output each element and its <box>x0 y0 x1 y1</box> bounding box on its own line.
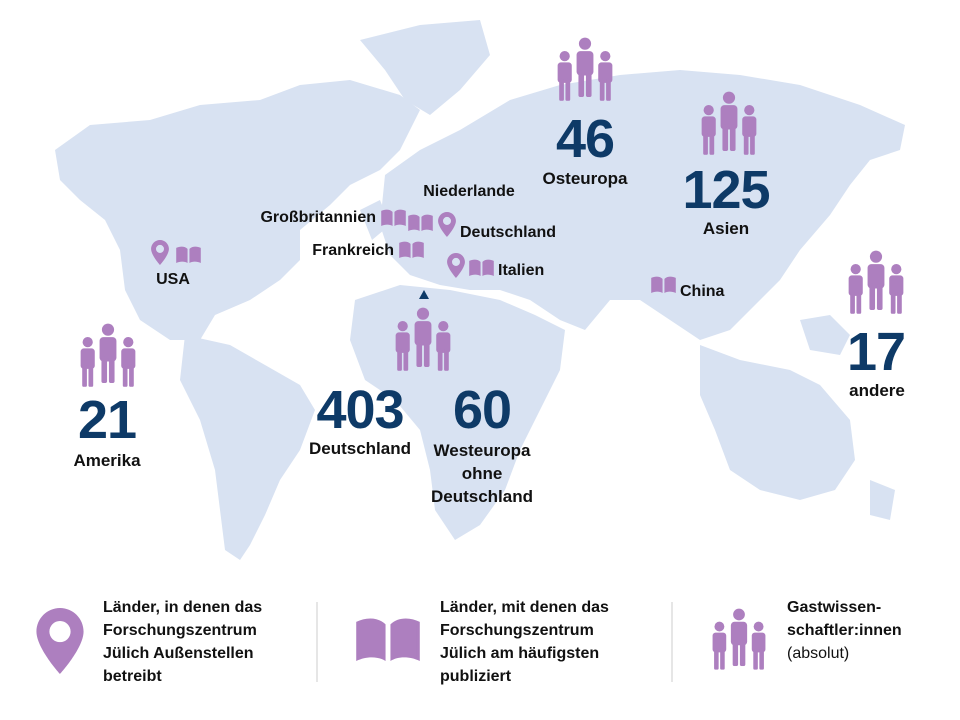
pointer <box>419 290 429 299</box>
legend-text: Länder, mit denen das <box>440 599 609 616</box>
legend-text: Forschungszentrum <box>440 622 594 639</box>
people-icon <box>81 324 136 387</box>
people-icon <box>849 251 904 314</box>
legend-people-icon <box>713 609 766 670</box>
region-label: Westeuropa <box>434 441 532 460</box>
region-label: Asien <box>703 219 749 238</box>
region-value: 17 <box>847 322 905 382</box>
region-label: Deutschland <box>309 439 411 458</box>
legend-text: Länder, in denen das <box>103 599 262 616</box>
legend-note: (absolut) <box>787 645 849 662</box>
legend-book-icon <box>356 617 420 661</box>
country-label: Großbritannien <box>260 209 376 226</box>
region-value: 46 <box>556 109 614 169</box>
legend-text: schaftler:innen <box>787 622 902 639</box>
country-label: Italien <box>498 262 544 279</box>
region-label: Osteuropa <box>542 169 628 188</box>
world-map <box>55 20 905 560</box>
legend-text: Forschungszentrum <box>103 622 257 639</box>
country-label: China <box>680 283 725 300</box>
region-value: 21 <box>78 390 136 450</box>
country-label: USA <box>156 271 190 288</box>
legend-text: Gastwissen- <box>787 599 881 616</box>
legend-text: Jülich Außenstellen <box>103 645 254 662</box>
region-value: 125 <box>682 160 769 220</box>
country-label: Niederlande <box>423 183 515 200</box>
country-label: Frankreich <box>312 242 394 259</box>
legend-text: publiziert <box>440 668 512 685</box>
region-label: ohne <box>462 464 503 483</box>
region-value: 60 <box>453 380 511 440</box>
region-value: 403 <box>316 380 403 440</box>
legend-text: betreibt <box>103 668 162 685</box>
country-label: Deutschland <box>460 224 556 241</box>
legend-pin-icon <box>36 608 84 674</box>
region-label: Deutschland <box>431 487 533 506</box>
region-label: Amerika <box>73 451 141 470</box>
region-label: andere <box>849 381 905 400</box>
legend-text: Jülich am häufigsten <box>440 645 599 662</box>
